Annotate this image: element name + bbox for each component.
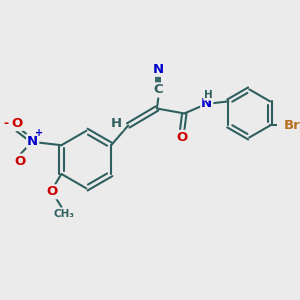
- Text: Br: Br: [284, 119, 300, 132]
- Text: H: H: [204, 90, 212, 100]
- Text: -: -: [4, 117, 9, 130]
- Text: +: +: [34, 128, 43, 138]
- Text: O: O: [46, 185, 57, 198]
- Text: N: N: [27, 135, 38, 148]
- Text: N: N: [201, 98, 212, 110]
- Text: C: C: [154, 83, 163, 96]
- Text: O: O: [11, 117, 23, 130]
- Text: O: O: [15, 154, 26, 168]
- Text: CH₃: CH₃: [54, 209, 75, 219]
- Text: N: N: [153, 63, 164, 76]
- Text: H: H: [111, 117, 122, 130]
- Text: O: O: [176, 131, 188, 144]
